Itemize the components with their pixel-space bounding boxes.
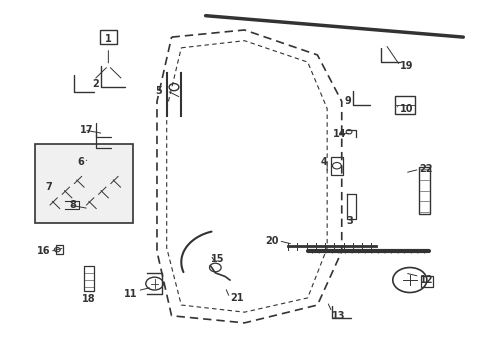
- Text: 5: 5: [155, 86, 162, 96]
- Text: 20: 20: [264, 236, 278, 246]
- Bar: [100, 30, 117, 44]
- Bar: [56, 245, 63, 254]
- Text: 3: 3: [346, 216, 353, 226]
- Text: 4: 4: [320, 157, 326, 167]
- Text: 6: 6: [77, 157, 84, 167]
- Text: 14: 14: [332, 129, 346, 139]
- Text: 18: 18: [82, 294, 96, 304]
- Text: 9: 9: [344, 96, 351, 107]
- Text: 15: 15: [210, 253, 224, 264]
- Text: 21: 21: [229, 293, 243, 303]
- Text: 13: 13: [331, 311, 345, 321]
- Text: 8: 8: [69, 200, 76, 210]
- Text: 12: 12: [419, 275, 432, 285]
- Text: 1: 1: [105, 34, 111, 44]
- Text: 2: 2: [92, 78, 99, 89]
- Text: 22: 22: [419, 164, 432, 174]
- Bar: [35, 144, 132, 223]
- Bar: [394, 96, 414, 114]
- Bar: [83, 266, 94, 291]
- Bar: [330, 157, 342, 175]
- Text: 19: 19: [399, 61, 413, 71]
- Text: 17: 17: [80, 125, 94, 135]
- Text: 7: 7: [45, 182, 52, 192]
- Text: 11: 11: [124, 289, 137, 299]
- Text: 16: 16: [37, 247, 50, 256]
- Text: 10: 10: [399, 104, 413, 113]
- Bar: [418, 167, 429, 214]
- Bar: [420, 276, 432, 287]
